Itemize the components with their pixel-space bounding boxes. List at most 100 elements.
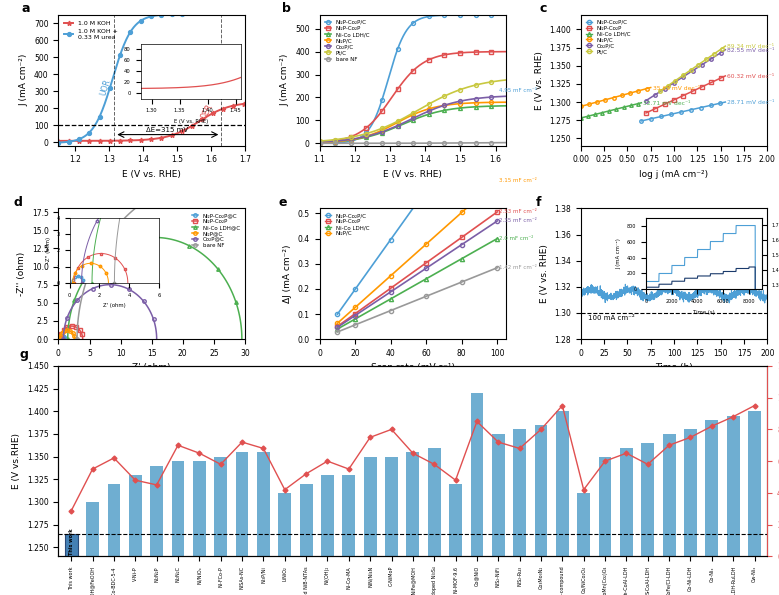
Ni₂P-Co₂P@C [59, 334, 69, 341]
Ni-Co LDH/C [351, 315, 360, 322]
Ni₂P-Co₂P [492, 208, 502, 215]
Bar [65, 534, 78, 595]
1.0 M KOH [189, 121, 198, 129]
1.0 M KOH +
0.33 M urea [134, 18, 143, 26]
Co₂P/C [315, 139, 324, 146]
Ni₂P/C [386, 273, 395, 280]
Legend: Ni₂P-Co₂P@C, Ni₂P-Co₂P, Ni-Co LDH@C, Ni₂P@C, Co₂P@C, bare NF: Ni₂P-Co₂P@C, Ni₂P-Co₂P, Ni-Co LDH@C, Ni₂… [189, 211, 242, 250]
Ni₂P-Co₂P/C [472, 11, 481, 18]
Y-axis label: J (mA cm⁻²): J (mA cm⁻²) [280, 54, 290, 107]
Line: Co₂P/C: Co₂P/C [335, 219, 499, 330]
Ni₂P-Co₂P [351, 310, 360, 317]
1.0 M KOH [76, 137, 86, 145]
Ni-Co LDH/C [457, 255, 467, 262]
Bar [577, 493, 590, 595]
Text: OER: OER [199, 102, 215, 120]
Ni-Co LDH/C [333, 325, 342, 333]
Line: Ni₂P-Co₂P@C: Ni₂P-Co₂P@C [58, 334, 66, 341]
Ni₂P-Co₂P [426, 55, 435, 62]
Co₂P/C [386, 289, 395, 296]
Bar [321, 475, 334, 595]
bare NF [386, 307, 395, 314]
Ni₂P-Co₂P@C [58, 333, 68, 340]
Bar [620, 447, 633, 595]
Ni₂P-Co₂P/C [457, 136, 467, 143]
Legend: Ni₂P-Co₂P/C, Ni₂P-Co₂P, Ni-Co LDH/C, Ni₂P/C: Ni₂P-Co₂P/C, Ni₂P-Co₂P, Ni-Co LDH/C, Ni₂… [323, 211, 372, 238]
Co₂P@C [152, 336, 161, 343]
1.0 M KOH +
0.33 M urea [116, 49, 125, 56]
Co₂P@C [152, 331, 161, 339]
Bar [641, 443, 654, 595]
bare NF [472, 139, 481, 146]
Ni₂P-Co₂P [457, 234, 467, 241]
Ni₂P-Co₂P@C [58, 333, 67, 340]
Pt/C [315, 137, 324, 145]
Pt/C [472, 81, 481, 88]
Ni-Co LDH/C [425, 110, 435, 117]
1.0 M KOH +
0.33 M urea [128, 25, 137, 32]
Legend: 1.0 M KOH, 1.0 M KOH +
0.33 M urea: 1.0 M KOH, 1.0 M KOH + 0.33 M urea [62, 18, 121, 42]
Text: ΔE=315 mV: ΔE=315 mV [146, 127, 188, 133]
Bar [471, 393, 483, 595]
Bar [214, 456, 227, 595]
Bar [428, 447, 441, 595]
Y-axis label: E (V vs.RHE): E (V vs.RHE) [12, 433, 21, 489]
Text: d: d [14, 196, 23, 209]
Text: 60.32 mV dec⁻¹: 60.32 mV dec⁻¹ [728, 74, 774, 79]
Ni₂P-Co₂P [386, 284, 395, 292]
Ni₂P@C [70, 335, 79, 342]
Ni₂P-Co₂P [78, 336, 87, 343]
Text: 35.63 mV dec⁻¹: 35.63 mV dec⁻¹ [653, 86, 700, 91]
Ni₂P-Co₂P [76, 328, 85, 335]
bare NF [429, 140, 439, 147]
bare NF [315, 140, 325, 147]
Ni₂P/C [333, 320, 342, 327]
Bar [492, 434, 505, 595]
Ni₂P@C [69, 330, 78, 337]
1.0 M KOH +
0.33 M urea [184, 11, 193, 18]
Ni-Co LDH/C [315, 139, 325, 146]
Ni-Co LDH@C [237, 336, 246, 343]
Co₂P/C [502, 93, 511, 100]
Bar [343, 475, 355, 595]
Bar [663, 434, 675, 595]
Co₂P/C [492, 217, 502, 224]
Text: 100 mA cm⁻²: 100 mA cm⁻² [588, 315, 635, 321]
Co₂P/C [472, 95, 481, 102]
Ni-Co LDH/C [472, 103, 481, 110]
Ni₂P-Co₂P/C [351, 286, 360, 293]
Ni₂P-Co₂P@C [55, 334, 65, 341]
Ni₂P-Co₂P/C [315, 140, 325, 147]
Pt/C [315, 137, 325, 145]
Ni-Co LDH/C [421, 275, 431, 283]
bare NF [425, 140, 435, 147]
Ni₂P/C [472, 99, 481, 107]
Ni₂P-Co₂P [484, 48, 493, 55]
Bar [556, 411, 569, 595]
X-axis label: log j (mA cm⁻²): log j (mA cm⁻²) [640, 170, 709, 179]
bare NF [426, 140, 435, 147]
Line: Ni₂P/C: Ni₂P/C [335, 178, 499, 325]
bare NF [333, 328, 342, 336]
Y-axis label: -Z'' (ohm): -Z'' (ohm) [17, 252, 26, 296]
Ni₂P-Co₂P/C [492, 87, 502, 94]
Text: 2.0 mF cm⁻²: 2.0 mF cm⁻² [499, 236, 534, 241]
Ni₂P-Co₂P [67, 322, 76, 330]
Co₂P/C [333, 324, 342, 331]
Ni₂P-Co₂P [502, 48, 511, 55]
bare NF [319, 241, 329, 248]
Ni₂P-Co₂P/C [333, 311, 342, 318]
Bar [598, 456, 612, 595]
Ni₂P-Co₂P/C [386, 236, 395, 243]
Bar [150, 466, 163, 595]
Text: 82.55 mV dec⁻¹: 82.55 mV dec⁻¹ [728, 48, 774, 53]
Co₂P/C [426, 107, 435, 114]
Co₂P@C [132, 291, 142, 298]
Y-axis label: E (V vs. RHE): E (V vs. RHE) [540, 245, 548, 303]
Co₂P/C [429, 105, 439, 112]
bare NF [207, 176, 217, 183]
Text: e: e [279, 196, 287, 209]
Ni₂P-Co₂P/C [421, 186, 431, 193]
Ni-Co LDH/C [386, 295, 395, 302]
Ni-Co LDH@C [201, 253, 210, 260]
